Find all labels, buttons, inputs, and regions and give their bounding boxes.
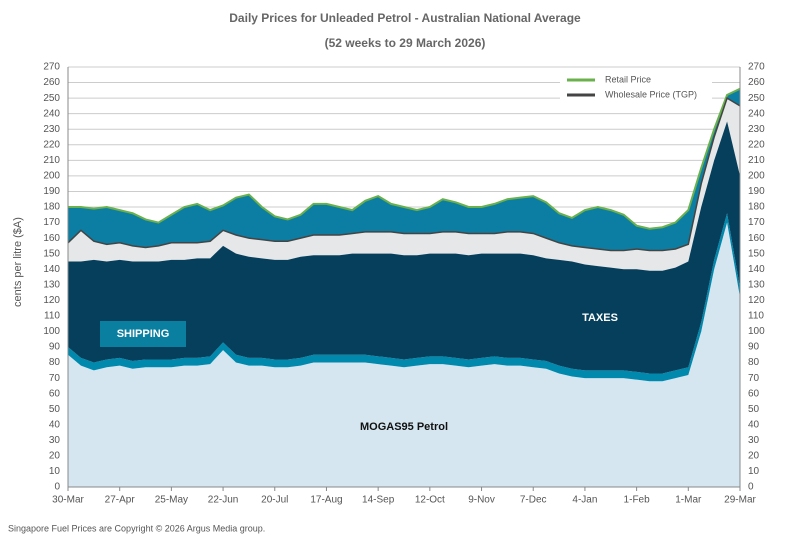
y-tick-label: 60 <box>49 388 61 399</box>
y2-tick-label: 120 <box>748 295 765 306</box>
y-tick-label: 230 <box>43 124 60 135</box>
y-tick-label: 270 <box>43 62 60 73</box>
y2-tick-label: 60 <box>748 388 760 399</box>
y-tick-label: 0 <box>54 482 60 493</box>
y2-tick-label: 230 <box>748 124 765 135</box>
y-tick-label: 130 <box>43 279 60 290</box>
x-tick-label: 1-Mar <box>675 495 702 506</box>
y-tick-label: 20 <box>49 451 61 462</box>
x-tick-label: 20-Jul <box>261 495 288 506</box>
y2-tick-label: 190 <box>748 186 765 197</box>
y2-tick-label: 100 <box>748 326 765 337</box>
x-tick-label: 27-Apr <box>105 495 136 506</box>
y-tick-label: 160 <box>43 233 60 244</box>
y2-tick-label: 160 <box>748 233 765 244</box>
annotation: MOGAS95 Petrol <box>360 421 448 433</box>
legend-label: Retail Price <box>605 74 651 84</box>
y-tick-label: 100 <box>43 326 60 337</box>
x-tick-label: 29-Mar <box>724 495 756 506</box>
y2-tick-label: 250 <box>748 93 765 104</box>
y2-tick-label: 50 <box>748 404 760 415</box>
y2-tick-label: 10 <box>748 466 760 477</box>
y2-tick-label: 150 <box>748 248 765 259</box>
y-tick-label: 210 <box>43 155 60 166</box>
annotation-box <box>100 321 186 347</box>
y2-tick-label: 170 <box>748 217 765 228</box>
price-band <box>68 88 740 251</box>
y-tick-label: 70 <box>49 373 61 384</box>
y2-tick-label: 40 <box>748 419 760 430</box>
y2-tick-label: 30 <box>748 435 760 446</box>
y-tick-label: 240 <box>43 108 60 119</box>
x-tick-label: 14-Sep <box>362 495 395 506</box>
x-tick-label: 17-Aug <box>310 495 342 506</box>
y-tick-label: 250 <box>43 93 60 104</box>
x-tick-label: 30-Mar <box>52 495 84 506</box>
legend-label: Wholesale Price (TGP) <box>605 89 697 99</box>
y-tick-label: 260 <box>43 77 60 88</box>
y2-tick-label: 220 <box>748 139 765 150</box>
y2-tick-label: 0 <box>748 482 754 493</box>
legend-box <box>560 72 712 102</box>
price-line <box>67 96 741 252</box>
source-note: Singapore Fuel Prices are Copyright © 20… <box>8 523 265 533</box>
y-tick-label: 170 <box>43 217 60 228</box>
chart-subtitle: (52 weeks to 29 March 2026) <box>325 36 486 50</box>
x-tick-label: 1-Feb <box>624 495 651 506</box>
y-tick-label: 180 <box>43 202 60 213</box>
y2-tick-label: 140 <box>748 264 765 275</box>
x-tick-label: 9-Nov <box>468 495 495 506</box>
chart-title: Daily Prices for Unleaded Petrol - Austr… <box>229 11 581 25</box>
price-line <box>68 87 741 230</box>
annotation: TAXES <box>582 312 618 324</box>
y-tick-label: 190 <box>43 186 60 197</box>
x-tick-label: 12-Oct <box>415 495 445 506</box>
y2-tick-label: 90 <box>748 342 760 353</box>
x-tick-label: 22-Jun <box>208 495 239 506</box>
y-tick-label: 10 <box>49 466 61 477</box>
x-tick-label: 4-Jan <box>572 495 597 506</box>
y-tick-label: 120 <box>43 295 60 306</box>
y-tick-label: 90 <box>49 342 61 353</box>
stacked-area <box>68 121 740 374</box>
y-tick-label: 110 <box>44 311 60 322</box>
y-tick-label: 40 <box>49 419 61 430</box>
y-tick-label: 220 <box>43 139 60 150</box>
y-tick-label: 150 <box>43 248 60 259</box>
y2-tick-label: 130 <box>748 279 765 290</box>
y2-tick-label: 210 <box>748 155 765 166</box>
y2-tick-label: 70 <box>748 373 760 384</box>
y2-tick-label: 240 <box>748 108 765 119</box>
stacked-area <box>68 222 740 488</box>
y-tick-label: 140 <box>43 264 60 275</box>
y-axis-label: cents per litre ($A) <box>12 217 24 307</box>
annotation: SHIPPING <box>117 328 170 340</box>
y2-tick-label: 270 <box>748 62 765 73</box>
y2-tick-label: 180 <box>748 202 765 213</box>
x-tick-label: 25-May <box>155 495 188 506</box>
y-tick-label: 50 <box>49 404 61 415</box>
y2-tick-label: 80 <box>748 357 760 368</box>
y-tick-label: 200 <box>43 171 60 182</box>
y2-tick-label: 200 <box>748 171 765 182</box>
price-band <box>68 98 740 271</box>
stacked-area <box>68 213 740 382</box>
y2-tick-label: 110 <box>748 311 764 322</box>
y2-tick-label: 20 <box>748 451 760 462</box>
y2-tick-label: 260 <box>748 77 765 88</box>
x-tick-label: 7-Dec <box>520 495 547 506</box>
y-tick-label: 80 <box>49 357 61 368</box>
y-tick-label: 30 <box>49 435 61 446</box>
